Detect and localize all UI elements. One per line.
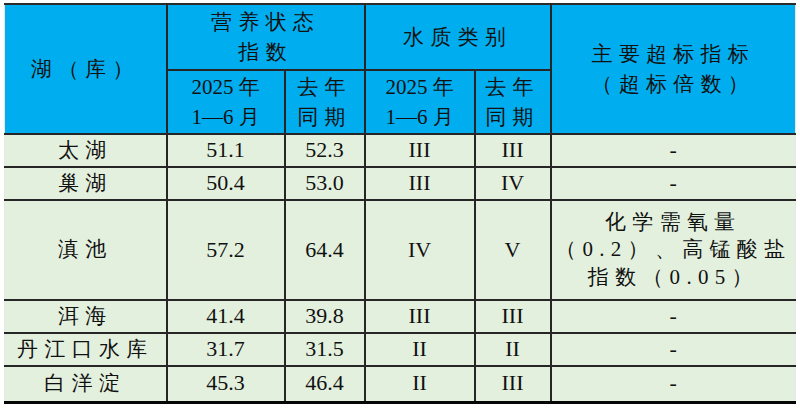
- wq-current-cell: IV: [365, 200, 475, 300]
- page: 湖（库） 营养状态 指数 水质类别 主要超标指标 （超标倍数） 2025 年 1…: [0, 0, 800, 418]
- exceed-indicator-cell: -: [551, 333, 796, 366]
- lake-name-cell: 白洋淀: [5, 366, 167, 402]
- exceed-indicator-cell: -: [551, 134, 796, 167]
- lake-name-cell: 滇池: [5, 200, 167, 300]
- exceed-indicator-cell: -: [551, 300, 796, 333]
- table-row-danjiangkou: 丹江口水库 31.7 31.5 II II -: [5, 333, 796, 366]
- tsi-previous-cell: 31.5: [285, 333, 365, 366]
- tsi-current-cell: 57.2: [167, 200, 285, 300]
- tsi-previous-cell: 39.8: [285, 300, 365, 333]
- subheader-nutrition-current-period: 2025 年 1—6 月: [167, 70, 285, 134]
- exceed-indicator-cell: -: [551, 366, 796, 402]
- table-row-chaohu: 巢湖 50.4 53.0 III IV -: [5, 167, 796, 200]
- subheader-waterquality-current-period: 2025 年 1—6 月: [365, 70, 475, 134]
- col-header-nutrition-index-group: 营养状态 指数: [167, 4, 365, 70]
- tsi-current-cell: 50.4: [167, 167, 285, 200]
- col-header-water-quality-group: 水质类别: [365, 4, 551, 70]
- water-quality-table: 湖（库） 营养状态 指数 水质类别 主要超标指标 （超标倍数） 2025 年 1…: [4, 3, 796, 404]
- table-row-dianchi: 滇池 57.2 64.4 IV V 化学需氧量 （0.2）、高锰酸盐 指数（0.…: [5, 200, 796, 300]
- tsi-current-cell: 45.3: [167, 366, 285, 402]
- header-row-groups: 湖（库） 营养状态 指数 水质类别 主要超标指标 （超标倍数）: [5, 4, 796, 70]
- lake-name-cell: 太湖: [5, 134, 167, 167]
- lake-name-cell: 巢湖: [5, 167, 167, 200]
- tsi-current-cell: 31.7: [167, 333, 285, 366]
- tsi-previous-cell: 52.3: [285, 134, 365, 167]
- wq-previous-cell: III: [475, 134, 551, 167]
- wq-previous-cell: IV: [475, 167, 551, 200]
- exceed-indicator-cell: 化学需氧量 （0.2）、高锰酸盐 指数（0.05）: [551, 200, 796, 300]
- table-body: 太湖 51.1 52.3 III III - 巢湖 50.4 53.0 III …: [5, 134, 796, 402]
- wq-current-cell: III: [365, 134, 475, 167]
- wq-previous-cell: II: [475, 333, 551, 366]
- wq-previous-cell: III: [475, 366, 551, 402]
- tsi-previous-cell: 46.4: [285, 366, 365, 402]
- table-row-erhai: 洱海 41.4 39.8 III III -: [5, 300, 796, 333]
- tsi-previous-cell: 53.0: [285, 167, 365, 200]
- wq-previous-cell: V: [475, 200, 551, 300]
- table-row-taihu: 太湖 51.1 52.3 III III -: [5, 134, 796, 167]
- exceed-indicator-cell: -: [551, 167, 796, 200]
- wq-current-cell: II: [365, 366, 475, 402]
- col-header-lake: 湖（库）: [5, 4, 167, 134]
- col-header-exceed-indicators: 主要超标指标 （超标倍数）: [551, 4, 796, 134]
- tsi-previous-cell: 64.4: [285, 200, 365, 300]
- subheader-nutrition-previous-period: 去年 同期: [285, 70, 365, 134]
- wq-current-cell: II: [365, 333, 475, 366]
- wq-previous-cell: III: [475, 300, 551, 333]
- tsi-current-cell: 41.4: [167, 300, 285, 333]
- tsi-current-cell: 51.1: [167, 134, 285, 167]
- table-row-baiyangdian: 白洋淀 45.3 46.4 II III -: [5, 366, 796, 402]
- wq-current-cell: III: [365, 167, 475, 200]
- lake-name-cell: 洱海: [5, 300, 167, 333]
- subheader-waterquality-previous-period: 去年 同期: [475, 70, 551, 134]
- table-header: 湖（库） 营养状态 指数 水质类别 主要超标指标 （超标倍数） 2025 年 1…: [5, 4, 796, 134]
- lake-name-cell: 丹江口水库: [5, 333, 167, 366]
- wq-current-cell: III: [365, 300, 475, 333]
